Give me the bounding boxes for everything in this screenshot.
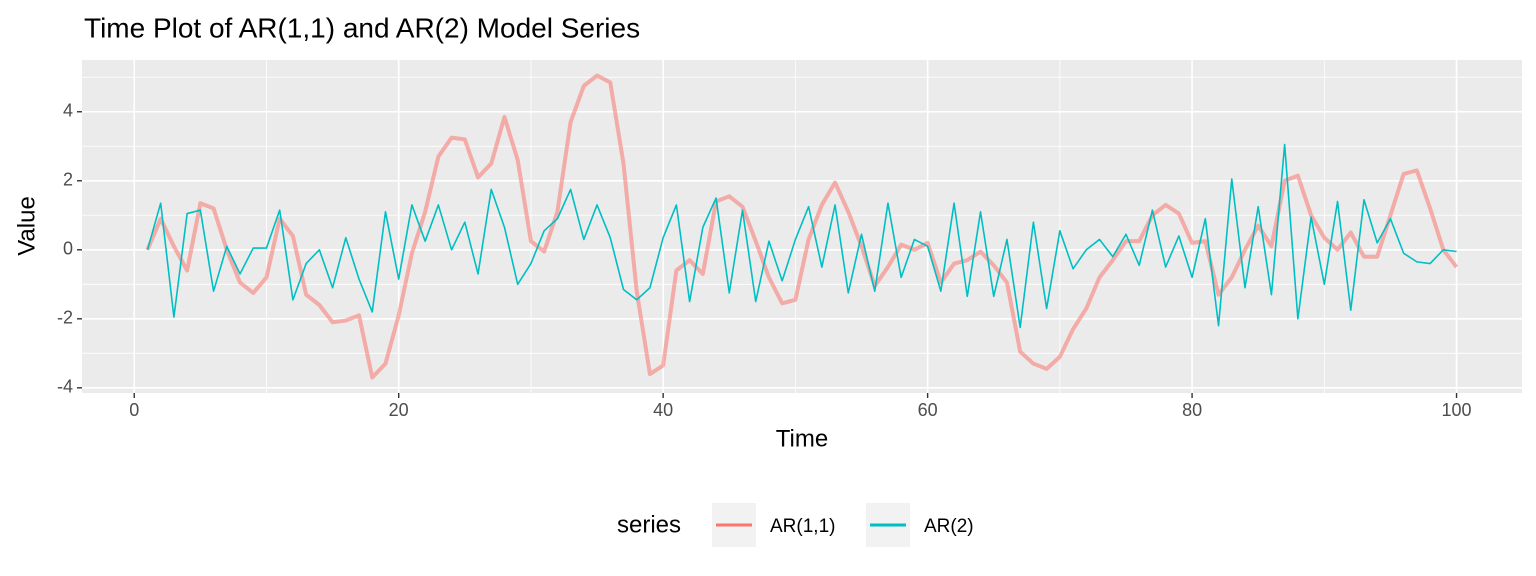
x-tick-label: 40: [653, 400, 673, 420]
legend-title: series: [617, 511, 681, 538]
plot: [82, 60, 1522, 393]
y-tick-label: -4: [57, 377, 73, 397]
x-tick-label: 60: [918, 400, 938, 420]
y-tick-label: 0: [63, 239, 73, 259]
legend-label: AR(1,1): [770, 516, 835, 537]
series-line: [146, 143, 1457, 329]
y-axis-title: Value: [13, 196, 40, 256]
legend-label: AR(2): [924, 516, 974, 537]
chart-title: Time Plot of AR(1,1) and AR(2) Model Ser…: [84, 12, 640, 43]
x-axis-title: Time: [776, 425, 828, 452]
panel: [82, 60, 1522, 393]
x-tick-label: 100: [1442, 400, 1472, 420]
x-tick-label: 0: [129, 400, 139, 420]
x-tick-label: 20: [389, 400, 409, 420]
y-tick-label: -2: [57, 308, 73, 328]
series-line: [145, 73, 1459, 380]
y-tick-label: 4: [63, 101, 73, 121]
x-tick-label: 80: [1182, 400, 1202, 420]
y-tick-label: 2: [63, 170, 73, 190]
